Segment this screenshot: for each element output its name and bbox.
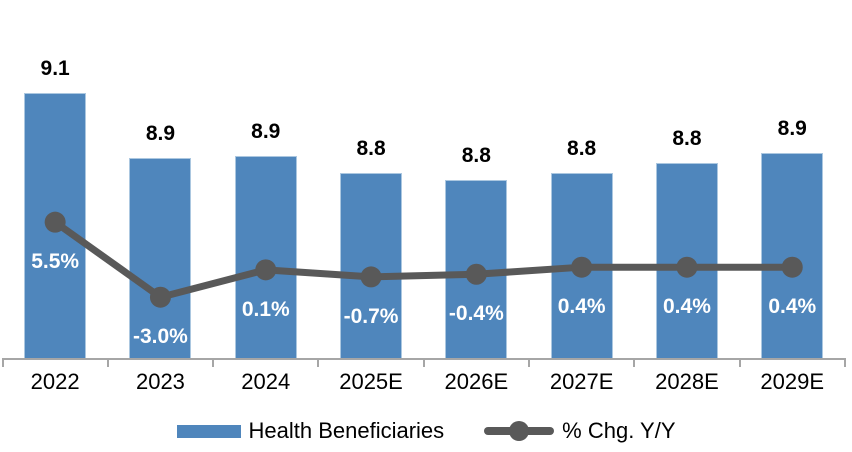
bar-2029E — [761, 153, 824, 359]
bar-2022 — [24, 92, 87, 359]
line-marker-dot — [509, 421, 530, 441]
bar-2028E — [655, 162, 718, 359]
bar-2024 — [234, 155, 297, 359]
bar-value-label-2029E: 8.9 — [777, 117, 807, 141]
x-axis-label-2025E: 2025E — [339, 369, 403, 394]
bar-value-label-2027E: 8.8 — [567, 136, 597, 160]
pct-change-label-2026E: -0.4% — [448, 302, 504, 326]
x-axis-tick — [212, 358, 215, 367]
bar-value-label-2024: 8.9 — [251, 119, 281, 143]
x-axis-tick — [106, 358, 109, 367]
legend-label-pct-chg: % Chg. Y/Y — [562, 418, 676, 443]
x-axis-tick — [317, 358, 320, 367]
bar-value-label-2022: 9.1 — [40, 56, 70, 80]
pct-change-label-2025E: -0.7% — [343, 304, 399, 328]
legend-label-health-beneficiaries: Health Beneficiaries — [248, 418, 445, 443]
bar-value-label-2023: 8.9 — [145, 122, 176, 146]
bar-value-label-2025E: 8.8 — [356, 136, 386, 160]
x-axis-tick — [422, 358, 425, 367]
bar-series-swatch — [176, 424, 241, 438]
x-axis-label-2028E: 2028E — [655, 369, 719, 394]
bar-value-label-2028E: 8.8 — [672, 126, 702, 150]
line-series-marker-icon — [484, 420, 555, 442]
bar-2027E — [550, 172, 613, 359]
legend-item-health-beneficiaries: Health Beneficiaries — [176, 418, 445, 444]
x-axis-tick — [633, 358, 636, 367]
pct-change-label-2028E: 0.4% — [663, 295, 711, 319]
x-axis-tick — [528, 358, 530, 367]
x-axis-label-2027E: 2027E — [549, 369, 614, 394]
bar-2025E — [340, 172, 403, 359]
pct-change-label-2022: 5.5% — [31, 250, 80, 274]
x-axis-tick — [1, 358, 4, 367]
legend: Health Beneficiaries % Chg. Y/Y — [0, 416, 852, 446]
x-axis-label-2022: 2022 — [30, 369, 80, 394]
pct-change-label-2024: 0.1% — [241, 297, 290, 321]
pct-change-label-2029E: 0.4% — [768, 295, 817, 319]
bar-2026E — [445, 179, 508, 359]
x-axis-tick — [738, 358, 741, 367]
x-axis-label-2026E: 2026E — [444, 369, 509, 394]
pct-change-label-2027E: 0.4% — [557, 295, 606, 319]
x-axis-tick — [843, 358, 846, 367]
x-axis-label-2024: 2024 — [241, 369, 291, 394]
x-axis-label-2029E: 2029E — [760, 369, 825, 394]
legend-item-pct-chg: % Chg. Y/Y — [484, 418, 676, 444]
pct-change-label-2023: -3.0% — [133, 325, 188, 349]
x-axis-label-2023: 2023 — [135, 369, 185, 394]
bar-value-label-2026E: 8.8 — [461, 143, 491, 167]
